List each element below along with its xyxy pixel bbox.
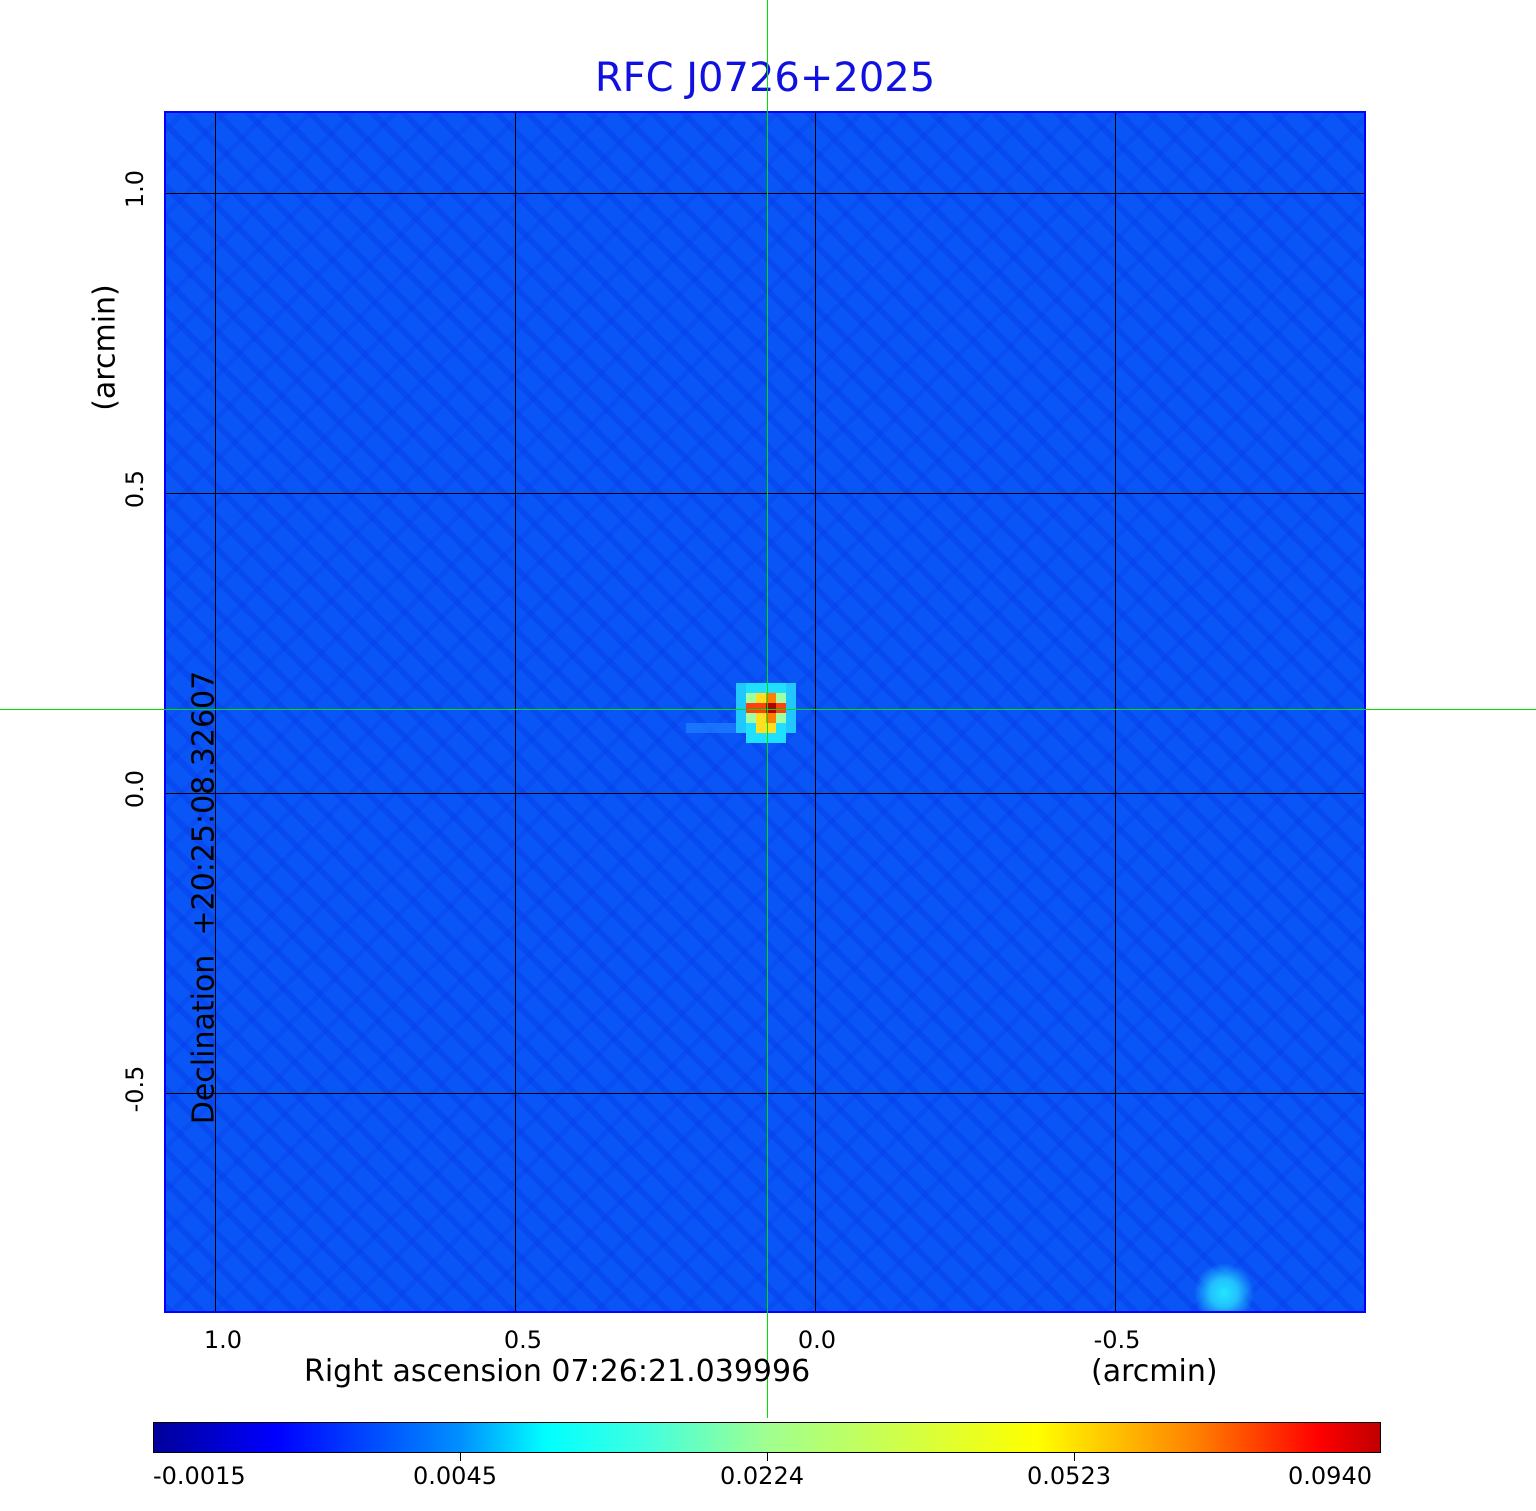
x-tick-label: 0.5: [503, 1326, 543, 1354]
grid-y--0.5: [166, 1093, 1364, 1094]
y-axis-label: Declination +20:25:08.32607: [186, 670, 222, 1125]
colorbar-tick-label: -0.0015: [153, 1462, 246, 1490]
main-source: [686, 683, 796, 743]
colorbar-tick: [1074, 1453, 1075, 1461]
chart-title: RFC J0726+2025: [594, 55, 936, 101]
colorbar-tick-label: 0.0224: [720, 1462, 804, 1490]
source-layer: [686, 683, 796, 743]
x-tick-label: -0.5: [1093, 1326, 1141, 1354]
y-tick-label: 0.5: [121, 469, 149, 509]
image-plot[interactable]: [164, 111, 1366, 1313]
grid-x-0.0: [815, 113, 816, 1311]
x-axis-label: Right ascension 07:26:21.039996: [304, 1354, 811, 1389]
x-axis-unit: (arcmin): [1091, 1354, 1218, 1389]
colorbar-tick: [767, 1453, 768, 1461]
grid-x-0.5: [515, 113, 516, 1311]
colorbar: [153, 1422, 1381, 1453]
grid-x-1.0: [215, 113, 216, 1311]
y-tick-label: 1.0: [121, 169, 149, 209]
y-axis-unit: (arcmin): [87, 284, 123, 411]
grid-y-0.5: [166, 493, 1364, 494]
colorbar-tick-label: 0.0045: [413, 1462, 497, 1490]
grid-y-0.0: [166, 793, 1364, 794]
y-tick-label: -0.5: [121, 1065, 149, 1113]
grid-x--0.5: [1115, 113, 1116, 1311]
colorbar-tick-label: 0.0940: [1288, 1462, 1372, 1490]
crosshair-horizontal: [0, 709, 1536, 710]
colorbar-tick-label: 0.0523: [1027, 1462, 1111, 1490]
x-tick-label: 0.0: [797, 1326, 837, 1354]
y-tick-label: 0.0: [121, 769, 149, 809]
grid-y-1.0: [166, 193, 1364, 194]
x-tick-label: 1.0: [203, 1326, 243, 1354]
colorbar-tick: [460, 1453, 461, 1461]
